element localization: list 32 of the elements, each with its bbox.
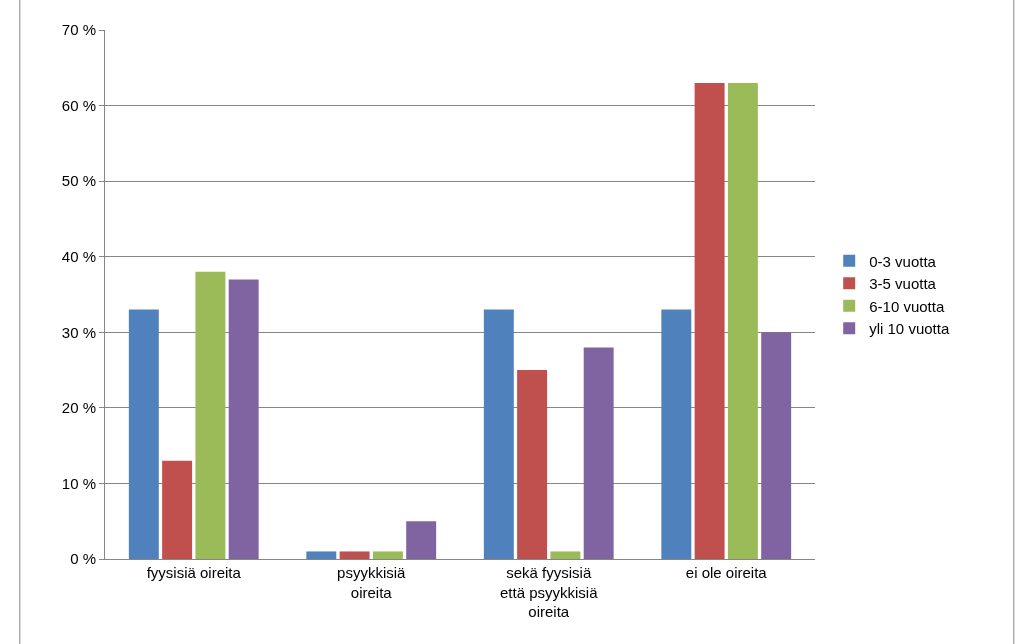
bar	[406, 521, 437, 559]
bar	[195, 271, 226, 559]
bar	[162, 460, 193, 559]
bar	[517, 370, 548, 559]
legend-label: yli 10 vuotta	[869, 320, 950, 338]
bar	[583, 347, 614, 559]
y-tick-label: 30 %	[61, 323, 96, 341]
bar	[661, 309, 692, 559]
bar	[306, 551, 337, 559]
bar	[550, 551, 581, 559]
bar	[694, 82, 725, 559]
bar	[727, 82, 758, 559]
x-tick-label: ei ole oireita	[685, 564, 768, 581]
y-tick-label: 10 %	[61, 474, 96, 492]
x-tick-label: fyysisiä oireita	[146, 564, 242, 581]
x-tick-label: sekä fyysisiä että psyykkisiä oireita	[499, 564, 599, 620]
bar	[483, 309, 514, 559]
y-tick-label: 60 %	[61, 96, 96, 114]
bar	[228, 279, 259, 559]
y-tick-label: 50 %	[61, 172, 96, 190]
bar	[128, 309, 159, 559]
y-tick-label: 70 %	[61, 21, 96, 39]
legend-label: 3-5 vuotta	[869, 275, 937, 293]
y-tick-label: 0 %	[70, 550, 96, 568]
x-tick-label: psyykkisiä oireita	[337, 564, 407, 601]
bar	[372, 551, 403, 559]
bar	[339, 551, 370, 559]
legend-label: 6-10 vuotta	[869, 297, 945, 315]
y-tick-label: 20 %	[61, 399, 96, 417]
bar	[761, 332, 792, 559]
y-tick-label: 40 %	[61, 247, 96, 265]
legend-label: 0-3 vuotta	[869, 252, 937, 270]
